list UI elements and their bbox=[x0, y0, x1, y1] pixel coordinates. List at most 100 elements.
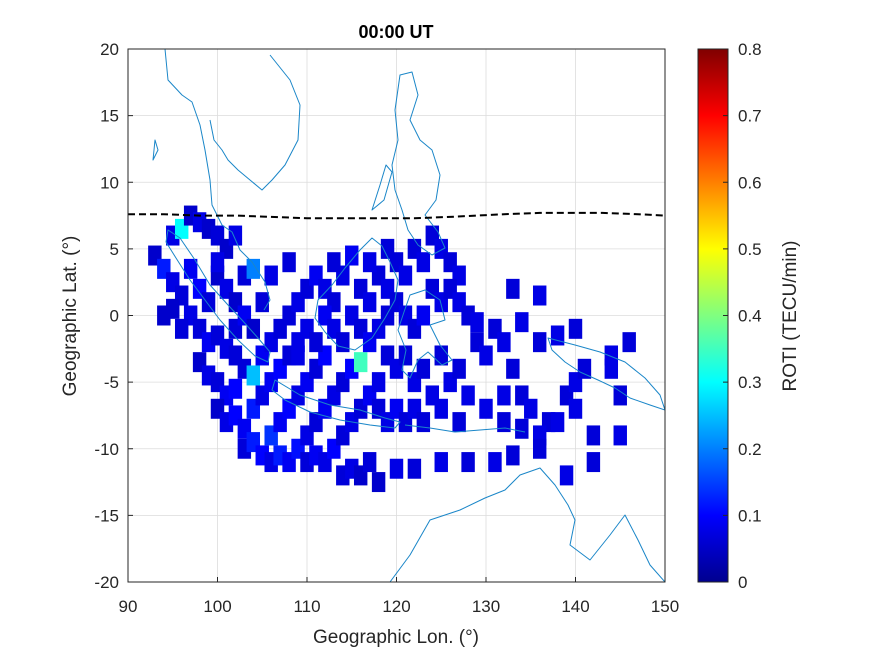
roti-cell bbox=[416, 252, 431, 273]
coastlines bbox=[152, 49, 665, 582]
roti-cell bbox=[577, 358, 592, 379]
roti-cell bbox=[228, 378, 243, 399]
y-tick-label: 5 bbox=[110, 240, 119, 259]
chart-title: 00:00 UT bbox=[358, 22, 433, 42]
roti-cell bbox=[264, 265, 278, 286]
roti-cell bbox=[506, 445, 520, 466]
roti-cell bbox=[183, 258, 198, 279]
colorbar-tick-labels: 0.8 0.7 0.6 0.5 0.4 0.3 0.2 0.1 0 bbox=[723, 40, 762, 592]
roti-cell bbox=[327, 252, 341, 273]
roti-cell bbox=[246, 318, 261, 339]
x-tick-label: 110 bbox=[293, 597, 320, 616]
roti-cell bbox=[416, 305, 431, 326]
colorbar-tick-label: 0.8 bbox=[738, 40, 762, 59]
roti-cell bbox=[398, 345, 413, 366]
roti-cell bbox=[362, 252, 377, 273]
colorbar-tick-label: 0.6 bbox=[738, 173, 762, 192]
x-tick-label: 130 bbox=[472, 597, 500, 616]
roti-cell bbox=[497, 332, 511, 353]
roti-cell bbox=[461, 385, 475, 406]
roti-cell bbox=[416, 358, 431, 379]
colorbar-tick-label: 0.1 bbox=[738, 506, 762, 525]
roti-cell bbox=[371, 372, 386, 393]
roti-cell bbox=[228, 345, 243, 366]
roti-cell bbox=[488, 452, 502, 473]
y-tick-label: 20 bbox=[100, 40, 119, 59]
y-tick-label: 10 bbox=[100, 173, 119, 192]
roti-cell bbox=[282, 252, 296, 273]
colorbar-label: ROTI (TECU/min) bbox=[780, 241, 801, 392]
roti-cell bbox=[586, 425, 601, 446]
roti-cell bbox=[550, 325, 565, 346]
roti-cell bbox=[157, 305, 171, 326]
roti-cell bbox=[497, 412, 511, 433]
roti-cell bbox=[613, 385, 627, 406]
y-tick-label: -10 bbox=[94, 440, 119, 459]
y-tick-label: -20 bbox=[94, 573, 119, 592]
x-tick-label: 100 bbox=[203, 597, 231, 616]
roti-cell bbox=[452, 358, 466, 379]
roti-cell bbox=[479, 398, 493, 419]
roti-cell bbox=[201, 292, 216, 313]
roti-cell bbox=[255, 292, 269, 313]
roti-cell bbox=[407, 458, 422, 479]
roti-cell bbox=[461, 452, 475, 473]
roti-cell bbox=[559, 465, 574, 486]
magnetic-equator-line bbox=[128, 211, 666, 220]
roti-cell bbox=[434, 398, 448, 419]
roti-cell bbox=[515, 418, 529, 439]
roti-cell bbox=[309, 332, 323, 353]
roti-cell bbox=[550, 412, 565, 433]
roti-cell bbox=[622, 332, 636, 353]
x-tick-label: 140 bbox=[561, 597, 589, 616]
roti-cell bbox=[506, 278, 520, 299]
roti-cell bbox=[228, 225, 243, 246]
roti-cell bbox=[568, 398, 583, 419]
y-tick-label: -5 bbox=[104, 373, 119, 392]
roti-cell bbox=[586, 452, 601, 473]
roti-cell bbox=[532, 332, 547, 353]
roti-cell bbox=[416, 412, 431, 433]
colorbar-tick-label: 0.5 bbox=[738, 240, 762, 259]
y-tick-label: -15 bbox=[94, 506, 119, 525]
x-tick-label: 120 bbox=[382, 597, 410, 616]
colorbar-tick-label: 0 bbox=[738, 573, 747, 592]
roti-cell bbox=[470, 312, 484, 333]
roti-cell bbox=[345, 245, 359, 266]
roti-cell bbox=[210, 252, 225, 273]
roti-cell bbox=[532, 285, 547, 306]
x-tick-label: 90 bbox=[119, 597, 138, 616]
colorbar-tick-label: 0.2 bbox=[738, 440, 762, 459]
roti-cell bbox=[246, 365, 261, 386]
y-tick-label: 0 bbox=[110, 307, 119, 326]
colorbar-tick-label: 0.7 bbox=[738, 107, 762, 126]
roti-cell bbox=[515, 312, 529, 333]
roti-cell bbox=[613, 425, 627, 446]
colorbar-tick-label: 0.4 bbox=[738, 307, 762, 326]
roti-cell bbox=[362, 292, 377, 313]
roti-cell bbox=[291, 345, 305, 366]
roti-cell bbox=[389, 458, 404, 479]
roti-cell bbox=[524, 398, 538, 419]
roti-cell bbox=[362, 452, 377, 473]
roti-cell bbox=[604, 345, 619, 366]
x-tick-labels: 90 100 110 120 130 140 150 bbox=[119, 577, 679, 616]
colorbar-tick-label: 0.3 bbox=[738, 373, 762, 392]
y-axis-label: Geographic Lat. (°) bbox=[60, 236, 81, 397]
roti-cell bbox=[336, 332, 350, 353]
x-tick-label: 150 bbox=[651, 597, 679, 616]
roti-cell bbox=[174, 318, 189, 339]
roti-cell bbox=[452, 412, 466, 433]
roti-cell bbox=[398, 265, 413, 286]
roti-cell bbox=[532, 438, 547, 459]
roti-cell bbox=[246, 258, 261, 279]
roti-cell bbox=[434, 452, 448, 473]
roti-cell bbox=[353, 352, 368, 373]
roti-cell bbox=[479, 345, 493, 366]
roti-cell bbox=[497, 385, 511, 406]
roti-cell bbox=[371, 472, 386, 493]
roti-cell bbox=[568, 318, 583, 339]
roti-cell bbox=[380, 238, 395, 259]
roti-cell bbox=[506, 358, 520, 379]
